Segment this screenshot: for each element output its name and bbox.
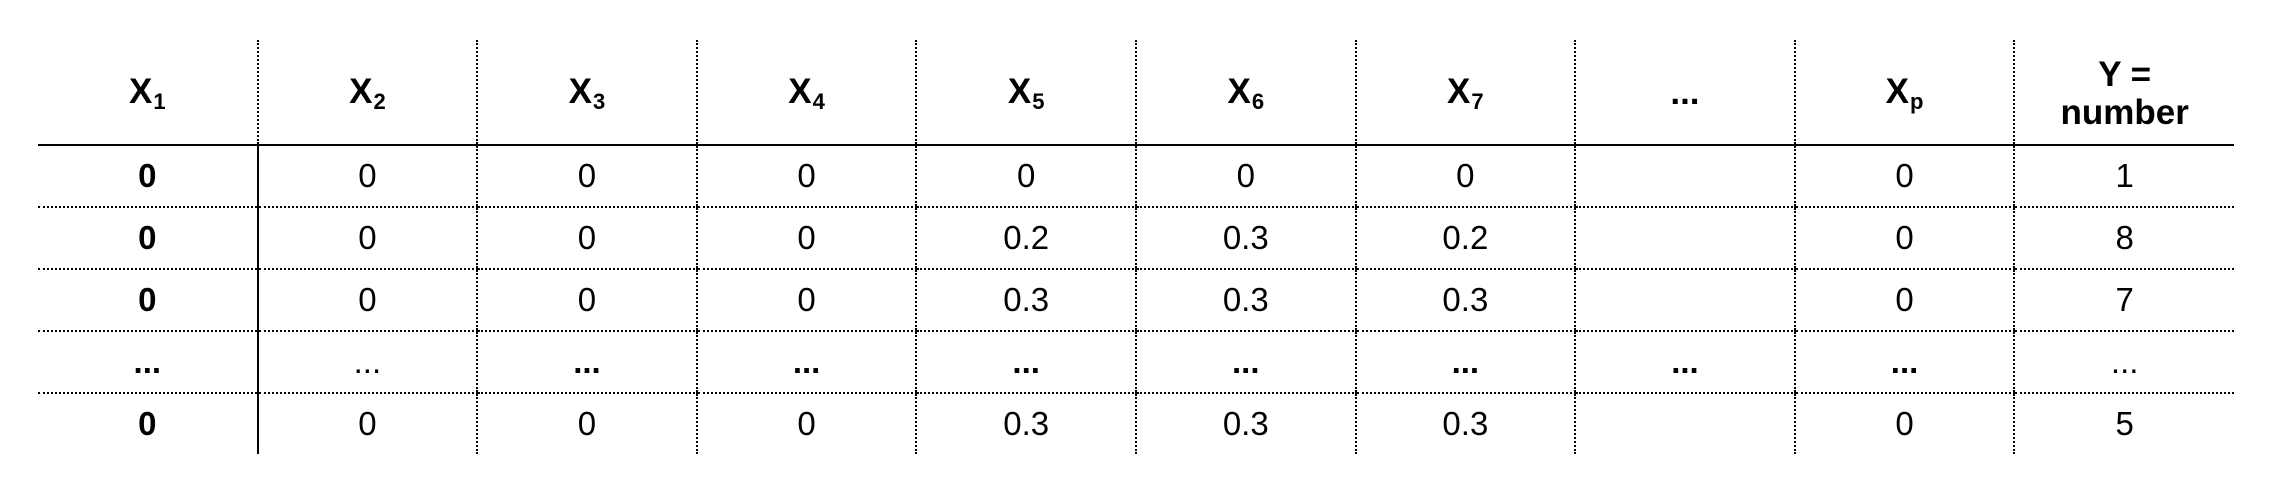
header-x7: X7 bbox=[1354, 40, 1576, 146]
table-cell: ... bbox=[2013, 331, 2234, 394]
table-row-ellipsis: ... ... ... ... ... ... ... ... ... ... bbox=[38, 331, 2234, 394]
table-cell: ... bbox=[256, 331, 478, 394]
table-cell: 0.2 bbox=[1354, 207, 1576, 270]
table-cell: ... bbox=[915, 331, 1136, 394]
table-cell: 0.3 bbox=[1354, 269, 1576, 332]
header-ellipsis: ... bbox=[1574, 40, 1795, 146]
table-cell: 0 bbox=[38, 145, 258, 208]
table-cell: ... bbox=[38, 331, 258, 394]
table-cell: 0 bbox=[1793, 393, 2015, 454]
data-table: X1 X2 X3 X4 X5 X6 X7 ... Xp Y = number 0 … bbox=[38, 40, 2234, 454]
table-cell: ... bbox=[1793, 331, 2015, 394]
table-cell: ... bbox=[476, 331, 697, 394]
table-cell: 0 bbox=[476, 393, 697, 454]
header-x4: X4 bbox=[695, 40, 917, 146]
table-cell: 0 bbox=[476, 145, 697, 208]
header-x3: X3 bbox=[476, 40, 697, 146]
table-cell: 8 bbox=[2013, 207, 2234, 270]
table-cell: 7 bbox=[2013, 269, 2234, 332]
header-x4-subscript: 4 bbox=[812, 88, 825, 114]
table-cell: 0.3 bbox=[1354, 393, 1576, 454]
header-x1-subscript: 1 bbox=[153, 88, 166, 114]
table-cell: ... bbox=[695, 331, 917, 394]
table-cell: 0 bbox=[476, 269, 697, 332]
header-xp: Xp bbox=[1793, 40, 2015, 146]
table-cell: 0 bbox=[256, 393, 478, 454]
table-cell: 0 bbox=[256, 145, 478, 208]
table-cell bbox=[1574, 393, 1795, 454]
table-cell: 0 bbox=[38, 269, 258, 332]
table-cell bbox=[1574, 269, 1795, 332]
table-row: 0 0 0 0 0.3 0.3 0.3 0 7 bbox=[38, 269, 2234, 332]
table-row: 0 0 0 0 0.2 0.3 0.2 0 8 bbox=[38, 207, 2234, 270]
table-cell: 0.3 bbox=[1134, 207, 1356, 270]
table-cell: 0.3 bbox=[915, 393, 1136, 454]
table-cell: ... bbox=[1574, 331, 1795, 394]
header-x2-subscript: 2 bbox=[373, 88, 386, 114]
header-x6: X6 bbox=[1134, 40, 1356, 146]
table-cell: 0 bbox=[695, 269, 917, 332]
table-cell: 5 bbox=[2013, 393, 2234, 454]
table-cell: 0 bbox=[1134, 145, 1356, 208]
header-row: X1 X2 X3 X4 X5 X6 X7 ... Xp Y = number bbox=[38, 40, 2234, 146]
table-cell: ... bbox=[1134, 331, 1356, 394]
table-cell: 0.3 bbox=[915, 269, 1136, 332]
table-cell bbox=[1574, 145, 1795, 208]
data-table-container: X1 X2 X3 X4 X5 X6 X7 ... Xp Y = number 0 … bbox=[38, 40, 2234, 454]
table-cell: 0.3 bbox=[1134, 393, 1356, 454]
table-cell: 0.3 bbox=[1134, 269, 1356, 332]
table-cell: 0 bbox=[1793, 207, 2015, 270]
header-y: Y = number bbox=[2013, 40, 2234, 146]
table-cell: 0 bbox=[695, 207, 917, 270]
table-cell: 0 bbox=[695, 145, 917, 208]
table-cell: 0 bbox=[138, 405, 157, 442]
header-x5: X5 bbox=[915, 40, 1136, 146]
header-x6-subscript: 6 bbox=[1251, 88, 1265, 114]
header-xp-subscript: p bbox=[1910, 88, 1924, 114]
header-x7-subscript: 7 bbox=[1471, 88, 1484, 114]
table-cell: 0 bbox=[256, 207, 478, 270]
table-cell: 1 bbox=[2013, 145, 2234, 208]
table-cell: 0 bbox=[256, 269, 478, 332]
header-x3-subscript: 3 bbox=[593, 88, 606, 114]
table-cell: ... bbox=[1354, 331, 1576, 394]
header-x5-subscript: 5 bbox=[1032, 88, 1045, 114]
table-cell: 0 bbox=[1354, 145, 1576, 208]
table-cell: 0.2 bbox=[915, 207, 1136, 270]
table-cell: 0 bbox=[695, 393, 917, 454]
header-x2: X2 bbox=[256, 40, 478, 146]
table-cell: 0 bbox=[915, 145, 1136, 208]
header-x1: X1 bbox=[38, 40, 258, 146]
table-cell: 0 bbox=[1793, 269, 2015, 332]
table-cell bbox=[1574, 207, 1795, 270]
table-cell: 0 bbox=[38, 207, 258, 270]
table-row: 0 0 0 0 0.3 0.3 0.3 0 5 bbox=[38, 393, 2234, 454]
table-row: 0 0 0 0 0 0 0 0 1 bbox=[38, 145, 2234, 208]
table-cell: 0 bbox=[476, 207, 697, 270]
table-cell: 0 bbox=[1793, 145, 2015, 208]
